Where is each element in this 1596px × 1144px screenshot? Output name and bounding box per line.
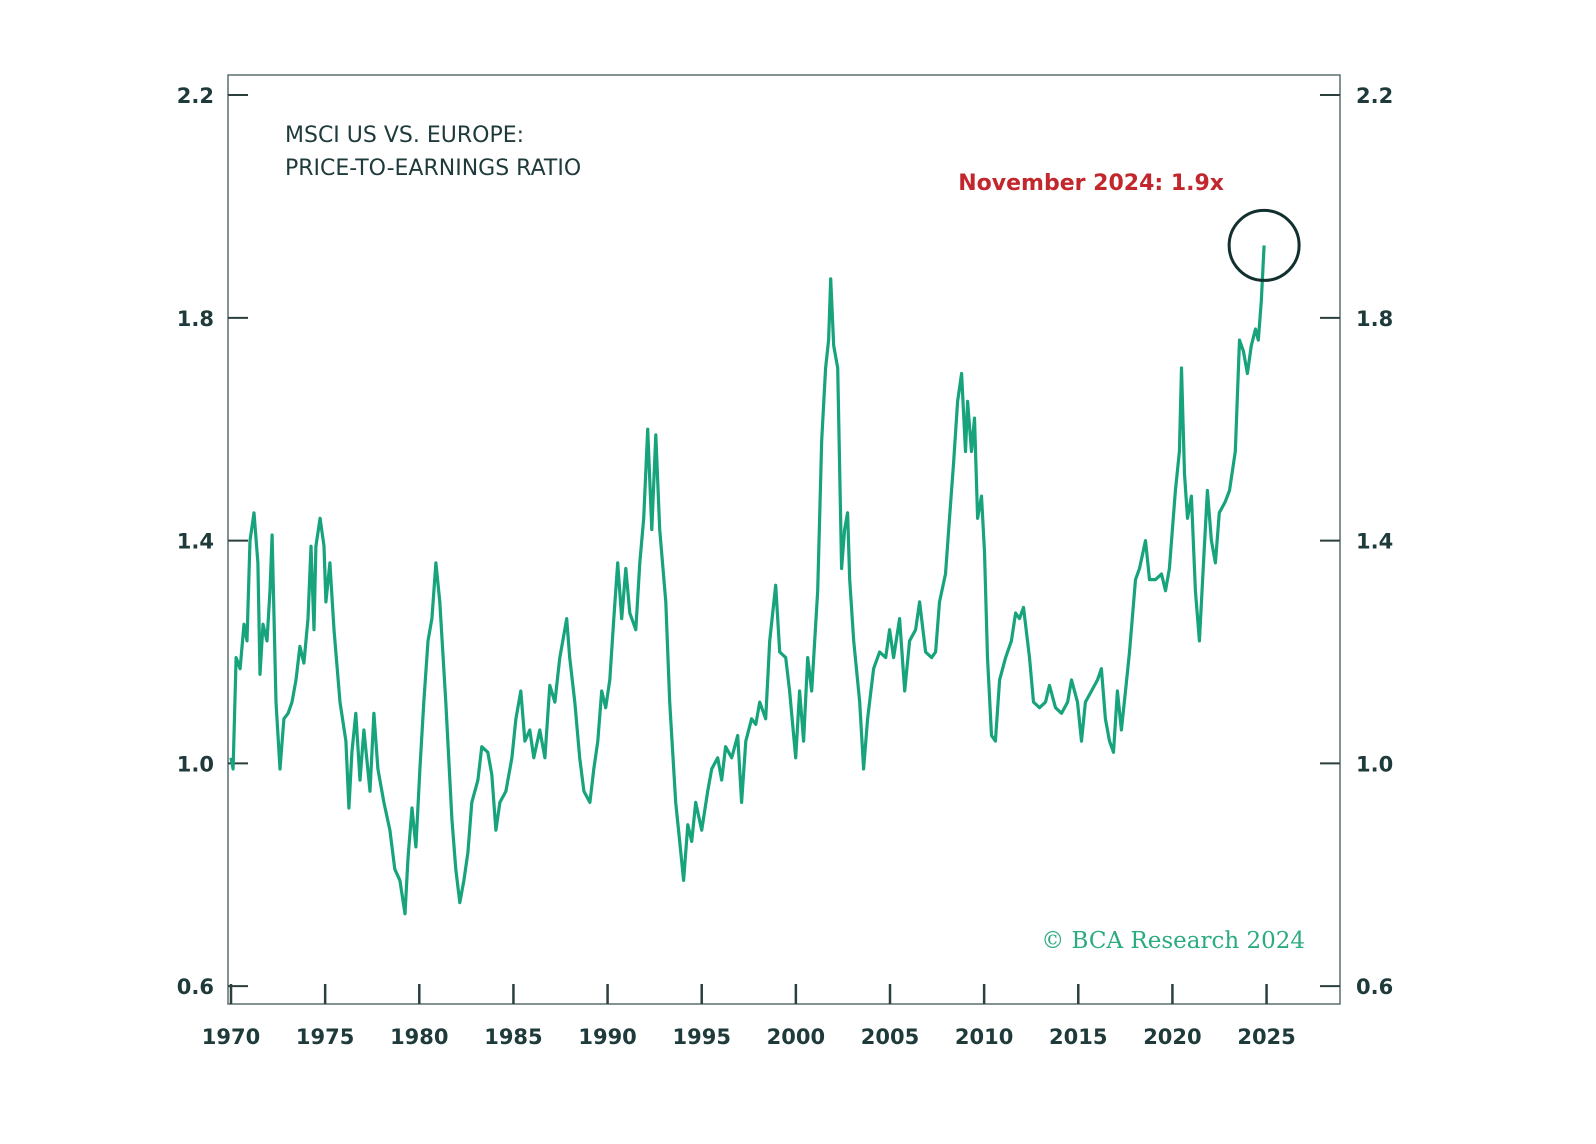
x-tick-label: 1990 bbox=[578, 1025, 636, 1049]
x-tick-label: 2010 bbox=[955, 1025, 1013, 1049]
copyright-label: © BCA Research 2024 bbox=[1041, 928, 1305, 954]
x-tick-label: 2025 bbox=[1237, 1025, 1295, 1049]
series-line bbox=[229, 245, 1266, 916]
y-tick-label-left: 2.2 bbox=[177, 84, 214, 108]
y-tick-label-right: 1.8 bbox=[1356, 307, 1393, 331]
x-tick-label: 1970 bbox=[202, 1025, 260, 1049]
x-tick-label: 1980 bbox=[390, 1025, 448, 1049]
y-tick-label-right: 0.6 bbox=[1356, 975, 1393, 999]
chart-title-line-2: PRICE-TO-EARNINGS RATIO bbox=[285, 156, 581, 181]
plot-frame bbox=[227, 74, 1341, 1005]
annotation-circle bbox=[1227, 208, 1301, 282]
y-tick-label-left: 1.4 bbox=[177, 530, 214, 554]
x-tick-label: 1975 bbox=[296, 1025, 354, 1049]
y-tick-label-right: 1.0 bbox=[1356, 752, 1393, 776]
annotation-label: November 2024: 1.9x bbox=[958, 171, 1224, 196]
x-tick-label: 1995 bbox=[672, 1025, 730, 1049]
chart-title-line-1: MSCI US VS. EUROPE: bbox=[285, 123, 524, 148]
x-tick-label: 2000 bbox=[767, 1025, 825, 1049]
y-tick-label-left: 1.0 bbox=[177, 752, 214, 776]
y-tick-label-left: 0.6 bbox=[177, 975, 214, 999]
y-tick-label-right: 1.4 bbox=[1356, 530, 1393, 554]
y-tick-label-left: 1.8 bbox=[177, 307, 214, 331]
y-tick-label-right: 2.2 bbox=[1356, 84, 1393, 108]
x-tick-label: 2020 bbox=[1143, 1025, 1201, 1049]
x-tick-label: 2005 bbox=[861, 1025, 919, 1049]
x-tick-label: 2015 bbox=[1049, 1025, 1107, 1049]
x-tick-label: 1985 bbox=[484, 1025, 542, 1049]
